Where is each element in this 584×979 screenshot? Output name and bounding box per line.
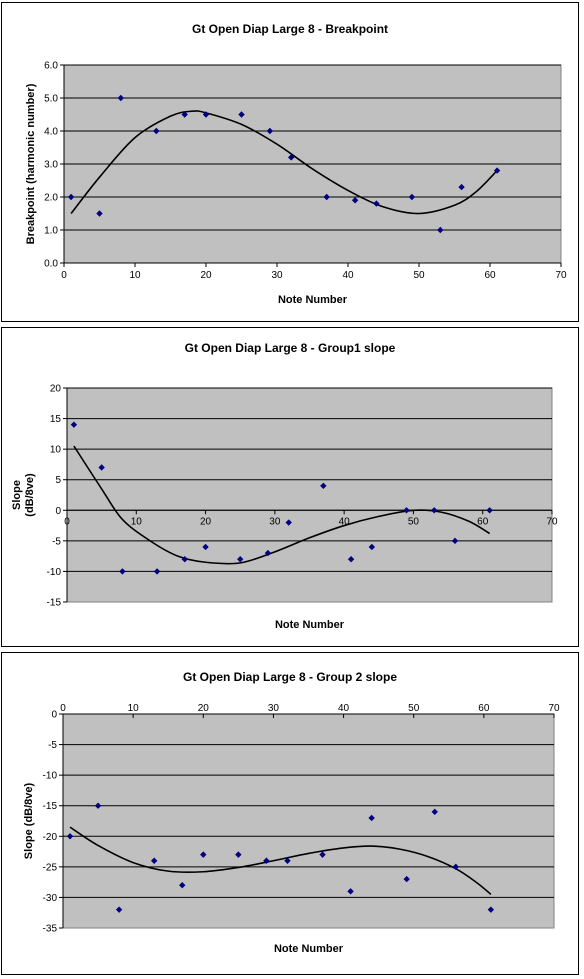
- x-tick-label: 40: [338, 703, 350, 714]
- data-point: [493, 167, 501, 174]
- y-tick-label: -15: [43, 801, 58, 812]
- x-tick-label: 50: [413, 270, 425, 281]
- y-tick-label: 10: [50, 445, 62, 456]
- trend-line: [69, 826, 492, 895]
- x-tick-label: 60: [484, 270, 496, 281]
- data-point: [368, 543, 376, 551]
- y-tick-label: 5.0: [44, 94, 58, 105]
- y-axis-label: Slope (dB/8ve): [23, 782, 35, 859]
- x-tick-label: 20: [198, 703, 210, 714]
- data-point: [437, 226, 444, 234]
- data-point: [181, 111, 188, 118]
- y-tick-label: 3.0: [44, 160, 58, 171]
- y-tick-label: 4.0: [44, 127, 58, 138]
- data-point: [67, 193, 75, 201]
- data-point: [153, 127, 160, 135]
- y-tick-label: 0: [55, 506, 61, 517]
- y-tick-label: -25: [43, 862, 58, 873]
- y-tick-label: -35: [43, 924, 58, 935]
- y-tick-label: 5: [55, 475, 61, 486]
- y-tick-label: -5: [52, 536, 61, 547]
- data-point: [202, 543, 209, 551]
- y-tick-label: 0: [51, 710, 57, 721]
- x-tick-label: 10: [128, 703, 140, 714]
- x-tick-label: 10: [129, 270, 141, 281]
- data-point: [323, 193, 330, 201]
- data-point: [119, 568, 126, 575]
- y-axis-label: Breakpoint (harmonic number): [25, 83, 37, 244]
- data-point: [431, 507, 438, 514]
- x-axis-label: Note Number: [278, 294, 348, 306]
- x-tick-label: 30: [268, 703, 280, 714]
- x-axis-label: Note Number: [275, 619, 345, 631]
- x-tick-label: 10: [131, 516, 143, 527]
- chart-panel-breakpoint: Gt Open Diap Large 8 - Breakpoint 0.0 1.0 2…: [1, 2, 579, 322]
- data-point: [202, 111, 210, 118]
- y-tick-label: -5: [48, 740, 57, 751]
- x-tick-label: 20: [200, 516, 212, 527]
- y-tick-label: 2.0: [44, 193, 58, 204]
- plot-area: [62, 713, 555, 929]
- chart-group2-slope: Gt Open Diap Large 8 - Group 2 slope -35 -…: [23, 670, 560, 955]
- x-tick-label: 60: [477, 516, 489, 527]
- y-tick-label: -20: [43, 832, 58, 843]
- chart-breakpoint: Gt Open Diap Large 8 - Breakpoint 0.0 1.0 2…: [25, 22, 567, 306]
- data-point: [486, 507, 493, 514]
- x-tick-label: 70: [555, 270, 567, 281]
- x-tick-label: 50: [408, 516, 420, 527]
- trend-line: [70, 110, 498, 215]
- y-tick-label: -10: [47, 567, 62, 578]
- x-tick-label: 0: [61, 270, 67, 281]
- data-point: [70, 421, 78, 428]
- y-axis-label: Slope(dB/8ve): [11, 473, 36, 517]
- data-point: [238, 111, 245, 118]
- x-tick-label: 30: [269, 516, 281, 527]
- x-tick-label: 70: [546, 516, 558, 527]
- chart-title: Gt Open Diap Large 8 - Group1 slope: [185, 341, 396, 355]
- data-point: [98, 464, 105, 471]
- y-tick-label: 15: [50, 414, 62, 425]
- data-point: [288, 154, 295, 161]
- plot-area: [66, 387, 553, 603]
- x-tick-label: 50: [408, 703, 420, 714]
- y-tick-label: -30: [43, 893, 58, 904]
- chart-panel-group1-slope: Gt Open Diap Large 8 - Group1 slope -15 -1…: [1, 327, 579, 647]
- chart-panel-group2-slope: Gt Open Diap Large 8 - Group 2 slope -35 -…: [1, 652, 579, 975]
- x-tick-label: 40: [339, 516, 351, 527]
- x-tick-label: 40: [342, 270, 354, 281]
- data-point: [368, 814, 375, 822]
- x-tick-label: 0: [60, 703, 66, 714]
- chart-title: Gt Open Diap Large 8 - Breakpoint: [192, 22, 388, 36]
- data-point: [408, 193, 416, 201]
- chart-title: Gt Open Diap Large 8 - Group 2 slope: [183, 670, 397, 684]
- x-axis-label: Note Number: [274, 943, 344, 955]
- x-tick-label: 60: [478, 703, 490, 714]
- data-point: [458, 183, 465, 191]
- y-tick-label: 6.0: [44, 61, 58, 72]
- x-tick-label: 0: [64, 516, 70, 527]
- x-tick-label: 70: [548, 703, 560, 714]
- data-point: [285, 519, 292, 526]
- data-point: [373, 200, 380, 207]
- y-tick-label: 0.0: [44, 259, 58, 270]
- x-tick-label: 20: [200, 270, 212, 281]
- data-point: [403, 507, 410, 514]
- data-point: [320, 482, 327, 490]
- chart-group1-slope: Gt Open Diap Large 8 - Group1 slope -15 -1…: [11, 341, 558, 631]
- y-tick-label: -10: [43, 771, 58, 782]
- y-tick-label: 20: [50, 384, 62, 395]
- x-tick-label: 30: [271, 270, 283, 281]
- data-point: [351, 197, 359, 204]
- data-point: [117, 94, 124, 102]
- y-tick-label: -15: [47, 598, 62, 609]
- y-tick-label: 1.0: [44, 226, 58, 237]
- data-point: [96, 210, 103, 217]
